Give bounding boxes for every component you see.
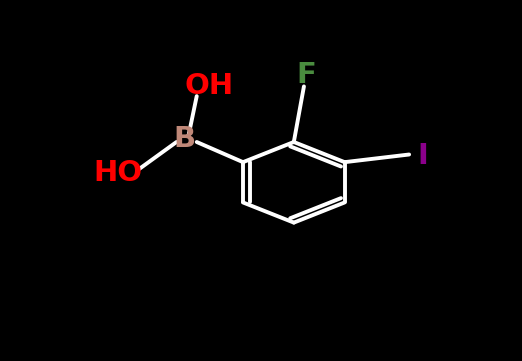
Text: I: I — [418, 142, 429, 170]
Text: F: F — [296, 61, 316, 89]
Text: B: B — [173, 125, 196, 153]
Text: OH: OH — [184, 73, 233, 100]
Text: HO: HO — [93, 158, 143, 187]
